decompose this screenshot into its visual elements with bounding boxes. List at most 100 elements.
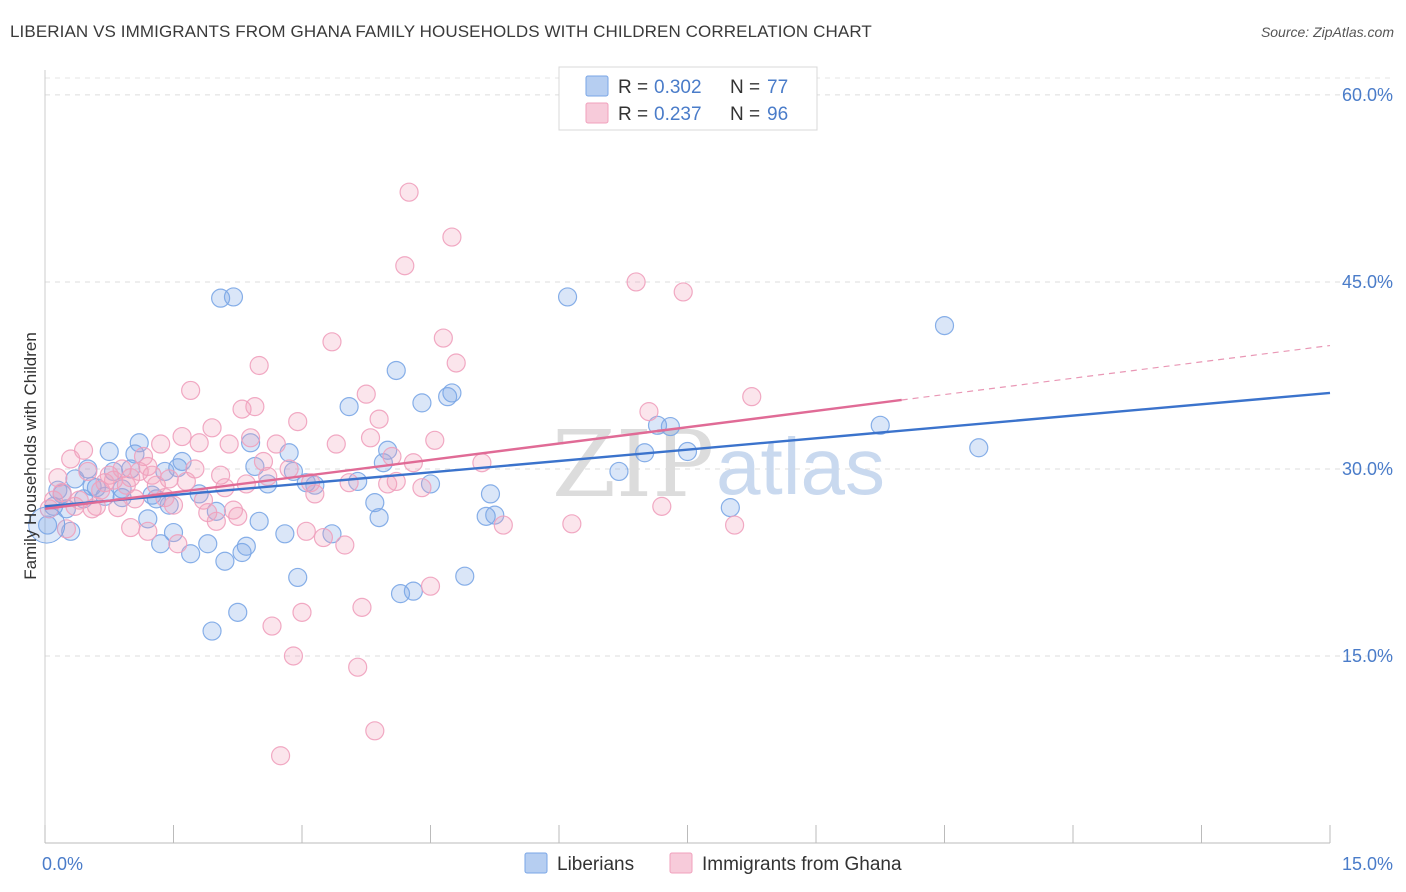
point-ghana (245, 397, 265, 417)
point-ghana (262, 616, 282, 636)
y-tick-label: 45.0% (1342, 272, 1393, 292)
point-ghana (442, 227, 462, 247)
point-liberians (288, 567, 308, 588)
point-ghana (266, 434, 286, 454)
gridlines (45, 77, 1392, 657)
point-liberians (455, 566, 475, 586)
point-ghana (163, 495, 184, 515)
point-liberians (249, 511, 269, 531)
point-ghana (288, 411, 308, 432)
tick-labels: 15.0% 30.0% 45.0% 60.0% 0.0% 15.0% (42, 85, 1393, 874)
point-liberians (369, 507, 389, 528)
point-ghana (279, 459, 299, 479)
point-ghana (335, 535, 355, 555)
point-ghana (322, 332, 342, 352)
y-tick-label: 15.0% (1342, 646, 1393, 666)
point-liberians (339, 397, 359, 417)
legend-label-ghana: Immigrants from Ghana (702, 854, 902, 875)
trend-lines (44, 344, 1331, 511)
legend-swatch-liberians-bottom (524, 852, 548, 874)
point-ghana (206, 511, 226, 531)
x-tick-label: 15.0% (1342, 854, 1393, 874)
point-ghana (78, 461, 98, 482)
point-ghana (725, 515, 745, 535)
point-ghana (138, 456, 158, 477)
point-ghana (270, 746, 291, 766)
point-ghana (189, 433, 209, 453)
point-ghana (296, 521, 316, 541)
point-liberians (442, 383, 462, 403)
point-liberians (412, 393, 432, 413)
point-ghana (742, 387, 762, 407)
point-liberians (557, 287, 578, 307)
trend-line-liberians (44, 391, 1331, 508)
legend-n-label: N = (730, 77, 760, 98)
point-liberians (934, 315, 955, 336)
legend-swatch-ghana (585, 102, 609, 124)
point-ghana (365, 721, 385, 741)
point-ghana (228, 506, 248, 526)
point-ghana (52, 483, 72, 503)
point-ghana (48, 468, 68, 488)
watermark-zip: ZIP (552, 411, 714, 518)
point-ghana (91, 480, 111, 500)
point-ghana (395, 256, 415, 276)
point-liberians (275, 524, 295, 544)
axes (44, 70, 1331, 844)
point-ghana (86, 496, 107, 516)
point-ghana (352, 597, 372, 617)
point-liberians (720, 498, 740, 518)
point-ghana (356, 384, 376, 404)
point-ghana (181, 380, 201, 401)
point-liberians (403, 581, 423, 601)
point-ghana (249, 355, 269, 376)
point-ghana (168, 534, 188, 554)
point-liberians (198, 534, 218, 554)
point-liberians (215, 551, 235, 571)
point-liberians (202, 621, 222, 641)
point-ghana (420, 576, 441, 596)
point-liberians (151, 534, 171, 554)
point-liberians (480, 484, 501, 504)
point-ghana (493, 515, 513, 535)
y-tick-label: 30.0% (1342, 459, 1393, 479)
legend-label-liberians: Liberians (557, 854, 634, 875)
point-ghana (339, 473, 359, 493)
point-ghana (292, 602, 312, 622)
trend-line-ghana (44, 398, 902, 511)
legend-bottom: Liberians Immigrants from Ghana (524, 852, 902, 875)
point-ghana (211, 465, 231, 485)
point-ghana (326, 434, 346, 454)
legend-r-value: 0.237 (654, 104, 702, 125)
legend-swatch-liberians (585, 75, 609, 97)
legend-swatch-ghana-bottom (669, 852, 693, 874)
source-credit: Source: ZipAtlas.com (1260, 24, 1394, 40)
point-ghana (138, 521, 158, 541)
chart-title: LIBERIAN VS IMMIGRANTS FROM GHANA FAMILY… (10, 22, 872, 41)
point-ghana (305, 484, 325, 504)
point-ghana (673, 282, 693, 302)
point-ghana (446, 353, 466, 373)
point-ghana (639, 402, 659, 422)
point-ghana (193, 490, 214, 510)
y-tick-label: 60.0% (1342, 85, 1393, 105)
point-ghana (159, 469, 179, 489)
point-liberians (241, 433, 261, 453)
point-liberians (386, 360, 406, 381)
point-ghana (652, 496, 672, 516)
point-liberians (228, 602, 248, 622)
point-ghana (348, 657, 368, 677)
point-liberians (223, 287, 244, 307)
point-ghana (219, 434, 239, 454)
legend-n-label: N = (730, 104, 760, 125)
point-ghana (433, 328, 453, 348)
point-ghana (56, 519, 77, 539)
point-ghana (283, 646, 304, 666)
point-liberians (236, 536, 256, 556)
point-ghana (399, 182, 419, 202)
point-ghana (313, 527, 334, 548)
point-ghana (241, 428, 261, 448)
legend-n-value: 96 (767, 104, 788, 125)
point-liberians (870, 415, 890, 435)
